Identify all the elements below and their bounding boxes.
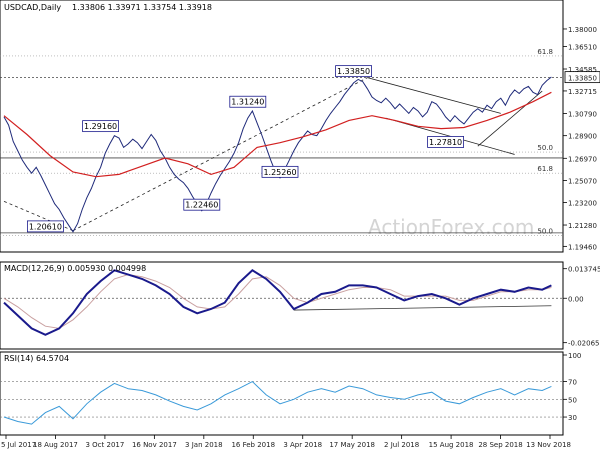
x-tick-label: 16 Feb 2018 [231,441,275,449]
rsi-y-tick-label: 100 [568,352,581,360]
macd-trendline [293,305,552,311]
y-tick-label: 1.21280 [568,222,597,230]
price-annotation-box [427,136,465,148]
y-tick-label: 1.30790 [568,111,597,119]
price-ohlc-values: 1.33806 1.33971 1.33754 1.33918 [72,3,212,12]
macd-panel: 0.013745 0.00 -0.020652 MACD(12,26,9) 0.00… [0,261,600,350]
x-tick-label: 28 Sep 2018 [478,441,522,449]
price-chart-title: USDCAD,Daily [4,3,61,12]
y-tick-label: 1.38000 [568,26,597,34]
macd-series [3,269,552,336]
x-tick-label: 3 Jan 2018 [185,441,223,449]
price-annotation-label: 1.27810 [429,138,462,147]
current-price-label: 1.33850 [568,75,597,83]
price-annotation-box [229,95,267,108]
macd-y-tick-label: -0.020652 [568,340,600,348]
price-annotation-label: 1.20610 [29,222,62,231]
y-tick-label: 1.32715 [568,88,597,96]
trendline [367,77,501,114]
rsi-y-tick-label: 30 [568,414,577,422]
macd-title: MACD(12,26,9) 0.005930 0.004998 [4,264,146,273]
rsi-title: RSI(14) 64.5704 [4,354,69,363]
price-annotation-label: 1.22460 [185,201,218,210]
macd-y-tick-label: 0.013745 [568,266,600,274]
x-tick-label: 2 Jul 2018 [384,441,419,449]
fib-level-label: 61.8 [537,165,553,173]
y-tick-label: 1.25070 [568,178,597,186]
price-annotation-label: 1.33850 [337,67,370,76]
trendline [477,90,543,147]
fib-level-label: 50.0 [537,144,553,152]
y-tick-label: 1.34585 [568,66,597,74]
fib-level-label: 50.0 [537,227,553,235]
rsi-panel: 100 70 50 30 RSI(14) 64.5704 [0,351,581,436]
x-tick-label: 16 Nov 2017 [132,441,177,449]
current-price-box [564,71,600,84]
price-annotation-box [82,120,119,133]
macd-y-tick-label: 0.00 [568,295,584,303]
x-tick-label: 5 Jul 2017 [1,441,36,449]
y-tick-label: 1.36510 [568,43,597,51]
x-tick-label: 13 Nov 2018 [526,441,571,449]
x-tick-label: 3 Oct 2017 [85,441,124,449]
price-annotation-box [183,198,221,211]
price-annotation-box [335,65,373,78]
price-annotation-label: 1.31240 [231,98,264,107]
macd-signal-series [3,274,552,329]
y-tick-label: 1.26970 [568,155,597,163]
rsi-y-tick-label: 50 [568,396,577,404]
x-tick-label: 18 Aug 2017 [33,441,78,449]
rsi-y-tick-label: 70 [568,379,577,387]
x-tick-label: 15 Aug 2018 [429,441,474,449]
price-annotation-label: 1.25260 [263,168,296,177]
moving-average-series [3,91,552,178]
y-tick-label: 1.23200 [568,200,597,208]
price-panel: ActionForex.com 61.8 50.0 61.8 50.0 1.20610… [0,0,600,253]
x-tick-label: 3 Apr 2018 [283,441,322,449]
y-tick-label: 1.28900 [568,133,597,141]
price-annotation-label: 1.29160 [84,122,117,131]
fib-level-label: 61.8 [537,48,553,56]
price-annotation-box [26,220,64,233]
y-tick-label: 1.19460 [568,243,597,251]
x-tick-label: 17 May 2018 [329,441,375,449]
price-annotation-box [261,165,299,178]
trendline [72,77,368,232]
rsi-series [3,380,552,425]
watermark: ActionForex.com [368,215,534,239]
